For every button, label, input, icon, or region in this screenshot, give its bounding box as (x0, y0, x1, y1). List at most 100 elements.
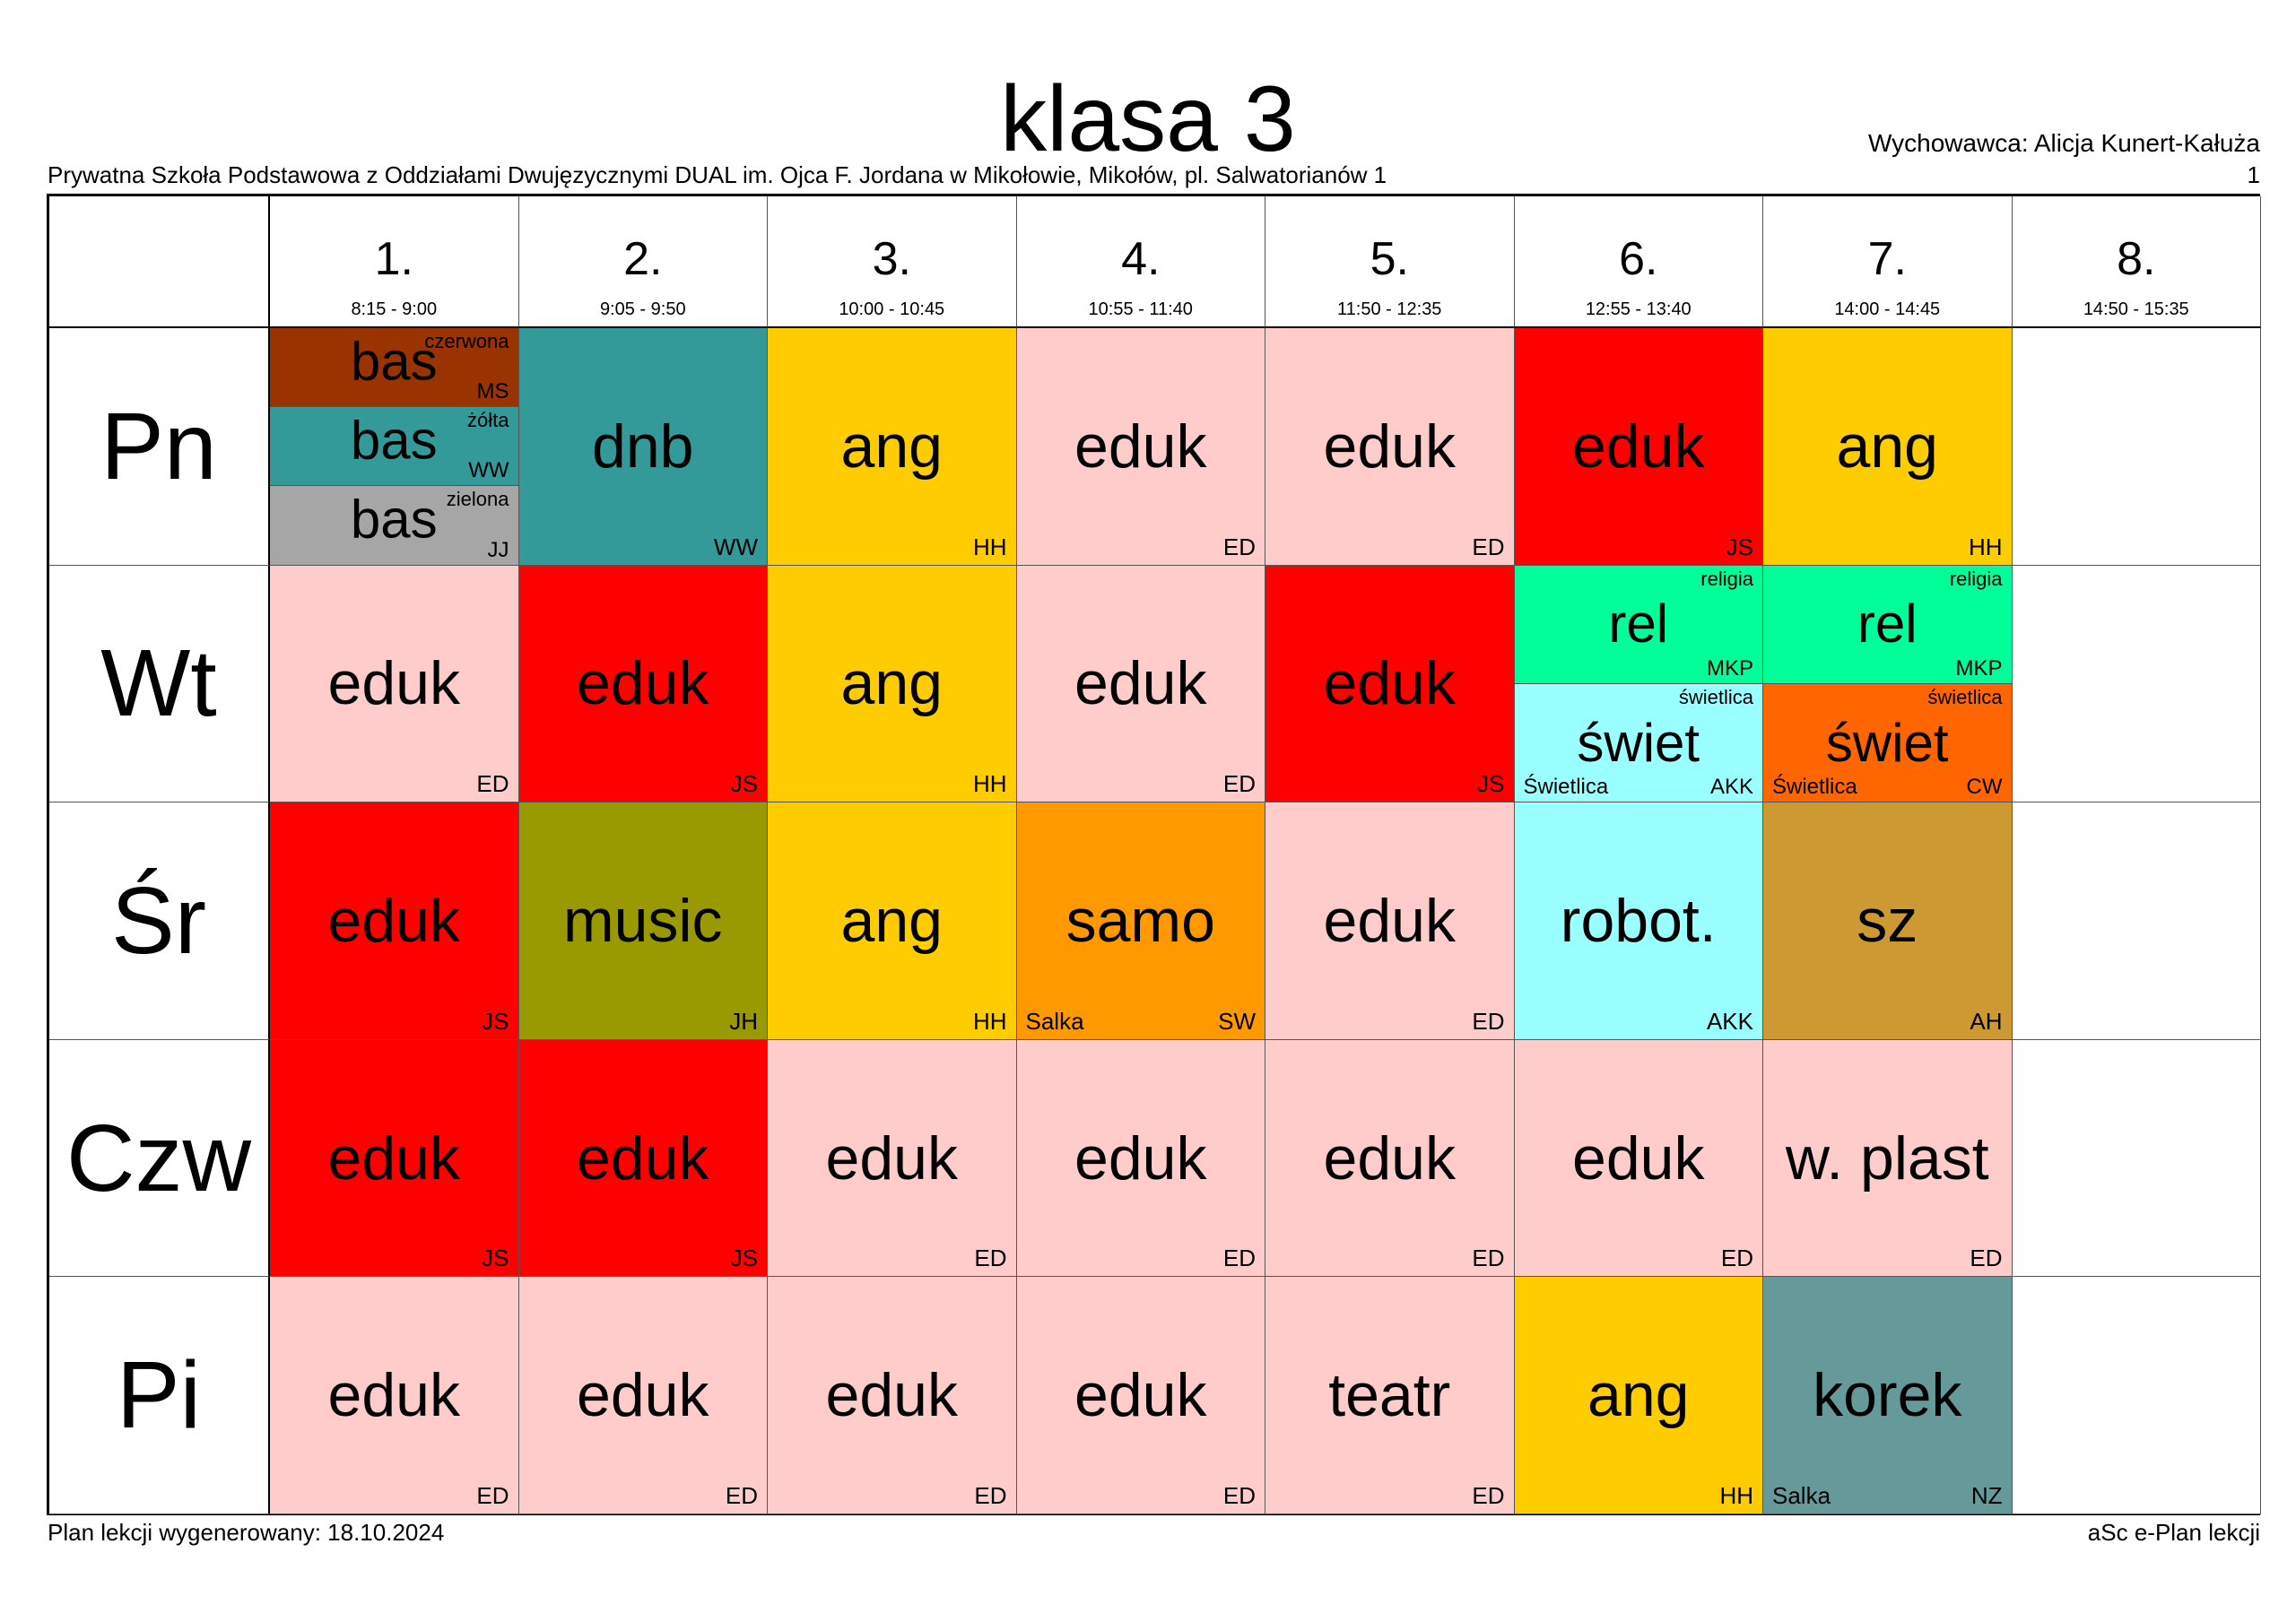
lesson-teacher: CW (1966, 775, 2003, 800)
lesson-group: zielona (446, 488, 509, 511)
lesson-subject: eduk (577, 649, 709, 718)
lesson-cell[interactable]: eduk ED (1016, 1277, 1265, 1514)
lesson-cell[interactable]: eduk ED (270, 565, 519, 803)
lesson-cell[interactable]: bas MS czerwona (270, 328, 519, 408)
lesson-teacher: ED (1970, 1245, 2003, 1272)
lesson-cell[interactable]: eduk ED (518, 1277, 768, 1514)
lesson-cell[interactable]: eduk JS (270, 1039, 519, 1278)
lesson-cell[interactable]: eduk ED (768, 1039, 1017, 1278)
day-label: Czw (49, 1039, 270, 1278)
lesson-cell[interactable]: w. plast ED (1763, 1039, 2013, 1278)
lesson-cell[interactable]: ang HH (768, 565, 1017, 803)
lesson-room: Świetlica (1772, 775, 1857, 800)
lesson-teacher: HH (972, 1007, 1007, 1035)
lesson-teacher: AH (1970, 1007, 2003, 1035)
lesson-cell[interactable]: dnb WW (518, 328, 768, 566)
lesson-subject: eduk (1323, 1123, 1456, 1193)
lesson-subject: rel (1857, 594, 1918, 655)
lesson-subject: music (562, 886, 723, 955)
lesson-subject: korek (1813, 1361, 1962, 1430)
lesson-teacher: MS (476, 379, 509, 404)
lesson-subject: eduk (1074, 1123, 1207, 1193)
lesson-cell[interactable]: rel MKP religia (1763, 565, 2013, 684)
lesson-teacher: ED (1222, 770, 1256, 798)
lesson-cell[interactable]: eduk ED (1016, 1039, 1265, 1278)
lesson-cell[interactable]: ang HH (768, 802, 1017, 1040)
period-time: 12:55 - 13:40 (1585, 299, 1692, 319)
lesson-cell[interactable]: eduk ED (1016, 328, 1265, 566)
lesson-group: religia (1700, 567, 1753, 590)
lesson-teacher: ED (974, 1481, 1007, 1509)
lesson-cell[interactable]: eduk ED (270, 1277, 519, 1514)
period-time: 11:50 - 12:35 (1337, 299, 1442, 319)
day-name: Czw (65, 1105, 252, 1211)
lesson-cell[interactable]: eduk ED (1514, 1039, 1763, 1278)
lesson-subject: sz (1857, 886, 1918, 955)
lesson-teacher: JH (729, 1007, 758, 1035)
lesson-cell[interactable]: eduk JS (518, 1039, 768, 1278)
lesson-cell[interactable]: eduk ED (1265, 328, 1515, 566)
period-time: 9:05 - 9:50 (599, 299, 686, 319)
period-header: 4. 10:55 - 11:40 (1016, 196, 1265, 328)
lesson-cell[interactable]: ang HH (768, 328, 1017, 566)
lesson-cell[interactable]: teatr ED (1265, 1277, 1515, 1514)
lesson-subject: dnb (592, 412, 694, 481)
lesson-subject: eduk (1323, 412, 1456, 481)
lesson-subject: świet (1825, 712, 1949, 773)
lesson-subject: eduk (1074, 1361, 1207, 1430)
lesson-cell[interactable]: eduk ED (1265, 802, 1515, 1040)
vendor-name: aSc e-Plan lekcji (2087, 1519, 2260, 1546)
period-header: 6. 12:55 - 13:40 (1514, 196, 1763, 328)
lesson-group: religia (1949, 567, 2003, 590)
lesson-subject: bas (350, 410, 438, 471)
lesson-cell[interactable]: korek NZ Salka (1763, 1277, 2013, 1514)
lesson-teacher: ED (1222, 1245, 1256, 1272)
lesson-teacher: JS (1477, 770, 1505, 798)
lesson-teacher: JS (482, 1007, 509, 1035)
lesson-cell[interactable]: świet CW świetlica Świetlica (1763, 683, 2013, 803)
lesson-cell[interactable]: eduk ED (1016, 565, 1265, 803)
day-name: Pn (100, 393, 217, 499)
lesson-room: Świetlica (1523, 775, 1609, 800)
lesson-cell[interactable]: samo SW Salka (1016, 802, 1265, 1040)
lesson-cell[interactable]: bas WW żółta (270, 407, 519, 487)
lesson-subject: rel (1608, 594, 1669, 655)
school-name: Prywatna Szkoła Podstawowa z Oddziałami … (48, 161, 1387, 188)
lesson-subject: teatr (1328, 1361, 1451, 1430)
lesson-subject: ang (1587, 1361, 1690, 1430)
lesson-cell[interactable]: rel MKP religia (1514, 565, 1763, 684)
day-name: Pi (116, 1342, 202, 1449)
lesson-cell[interactable]: eduk JS (1514, 328, 1763, 566)
lesson-cell[interactable]: eduk ED (1265, 1039, 1515, 1278)
lesson-teacher: SW (1218, 1007, 1256, 1035)
period-header: 5. 11:50 - 12:35 (1265, 196, 1515, 328)
lesson-cell[interactable]: eduk ED (768, 1277, 1017, 1514)
lesson-cell[interactable]: bas JJ zielona (270, 486, 519, 566)
lesson-teacher: MKP (1706, 655, 1753, 681)
lesson-cell[interactable]: music JH (518, 802, 768, 1040)
page-number: 1 (2247, 161, 2260, 188)
lesson-cell[interactable]: ang HH (1763, 328, 2013, 566)
lesson-subject: ang (1836, 412, 1938, 481)
lesson-teacher: JS (730, 1245, 758, 1272)
lesson-cell[interactable]: ang HH (1514, 1277, 1763, 1514)
lesson-subject: ang (840, 649, 943, 718)
lesson-teacher: WW (713, 533, 758, 560)
lesson-teacher: ED (1472, 1007, 1505, 1035)
lesson-teacher: ED (1472, 1481, 1505, 1509)
lesson-cell[interactable]: eduk JS (518, 565, 768, 803)
empty-slot (2012, 1039, 2261, 1278)
lesson-teacher: JJ (487, 537, 509, 562)
lesson-cell[interactable]: sz AH (1763, 802, 2013, 1040)
lesson-cell[interactable]: eduk JS (270, 802, 519, 1040)
period-number: 2. (623, 233, 663, 285)
period-header: 1. 8:15 - 9:00 (270, 196, 519, 328)
lesson-cell[interactable]: robot. AKK (1514, 802, 1763, 1040)
lesson-cell[interactable]: eduk JS (1265, 565, 1515, 803)
lesson-subject: eduk (1323, 649, 1456, 718)
lesson-teacher: NZ (1970, 1481, 2003, 1509)
page-title: klasa 3 (1000, 67, 1296, 171)
lesson-teacher: WW (468, 458, 509, 483)
lesson-subject: bas (350, 489, 438, 550)
lesson-cell[interactable]: świet AKK świetlica Świetlica (1514, 683, 1763, 803)
